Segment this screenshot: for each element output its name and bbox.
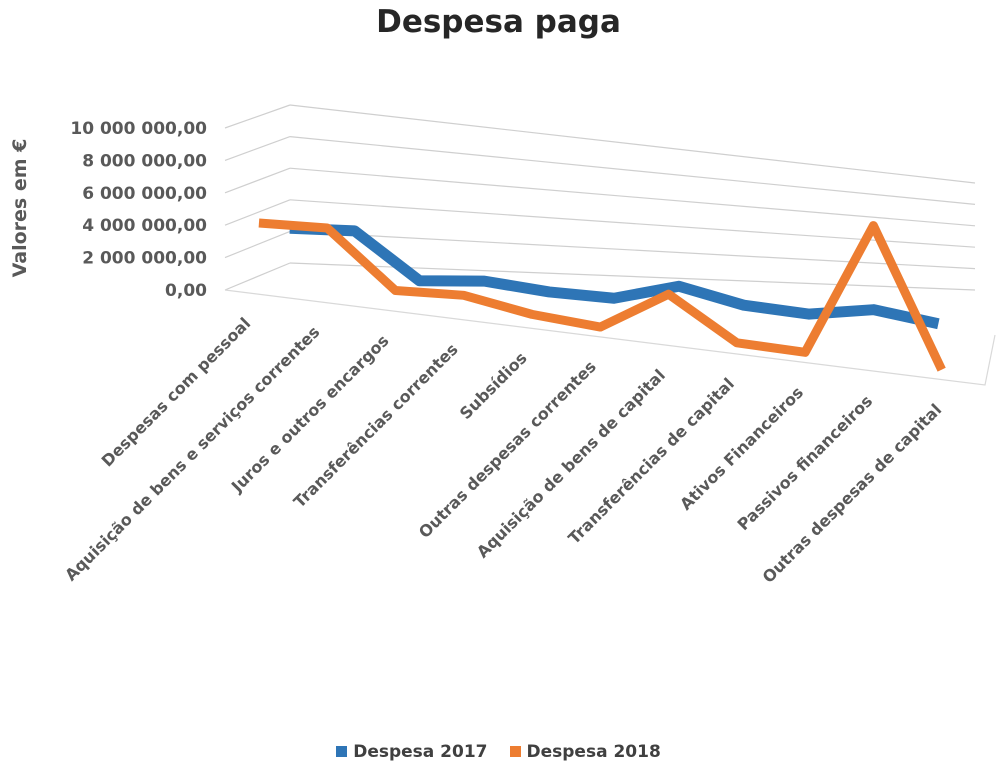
y-tick-label: 0,00 [165, 281, 207, 301]
grid-line [289, 167, 976, 227]
grid-line-side [224, 230, 291, 259]
x-tick-label: Passivos financeiros [733, 391, 876, 534]
grid-line-side [224, 262, 291, 291]
x-tick-label: Despesas com pessoal [98, 314, 255, 471]
legend-label: Despesa 2018 [526, 742, 661, 762]
legend-item: Despesa 2017 [336, 742, 488, 762]
y-tick-label: 6 000 000,00 [82, 184, 207, 204]
y-tick-label: 4 000 000,00 [82, 216, 207, 236]
grid-line [289, 136, 976, 205]
grid-line-side [224, 136, 291, 161]
y-tick-label: 2 000 000,00 [82, 249, 207, 269]
y-tick-label: 10 000 000,00 [70, 119, 207, 139]
legend-item: Despesa 2018 [509, 742, 661, 762]
grid-line-side [224, 199, 291, 226]
grid-line [289, 230, 976, 270]
y-axis-ticks: 0,00 2 000 000,00 4 000 000,00 6 000 000,00… [70, 119, 207, 301]
legend-swatch [509, 746, 521, 757]
series-lines [258, 218, 946, 372]
legend: Despesa 2017 Despesa 2018 [0, 742, 997, 762]
grid-line-side [224, 167, 291, 194]
floor-edge [224, 289, 996, 386]
x-tick-label: Subsídios [456, 348, 531, 423]
y-axis-label: Valores em € [9, 139, 31, 278]
chart-title: Despesa paga [376, 4, 621, 40]
legend-swatch [336, 746, 348, 757]
grid-line-side [224, 104, 291, 129]
x-tick-label: Transferências correntes [290, 340, 462, 512]
y-tick-label: 8 000 000,00 [82, 151, 207, 171]
legend-label: Despesa 2017 [353, 742, 488, 762]
grid-line [289, 104, 976, 184]
x-tick-label: Transferências de capital [564, 374, 738, 548]
x-tick-label: Juros e outros encargos [227, 331, 393, 497]
grid-line [289, 199, 976, 248]
grid-lines [224, 104, 996, 386]
